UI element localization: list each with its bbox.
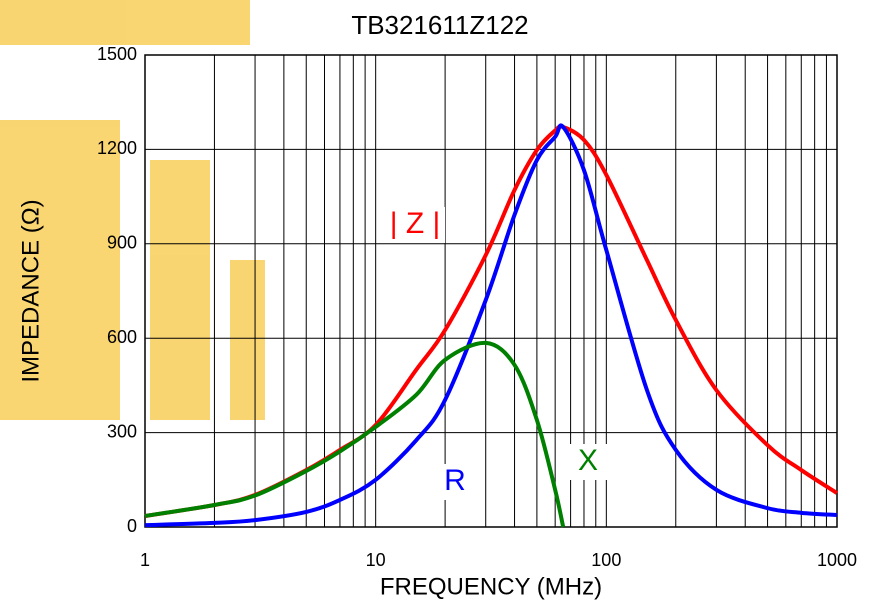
y-tick-label: 900 xyxy=(107,233,137,253)
watermark-bar xyxy=(150,160,210,420)
watermark-bar xyxy=(0,120,120,420)
y-axis-label: IMPEDANCE (Ω) xyxy=(17,199,44,382)
plot-frame xyxy=(144,54,838,528)
x-tick-label: 100 xyxy=(591,550,621,570)
y-tick-label: 1500 xyxy=(97,44,137,64)
watermark-bar xyxy=(230,260,265,420)
series-label: X xyxy=(578,444,598,477)
series-label: R xyxy=(444,464,466,497)
series-label: | Z | xyxy=(390,207,441,240)
chart-title: TB321611Z122 xyxy=(351,10,528,40)
series-label-bg xyxy=(425,464,485,500)
watermark-bar xyxy=(0,0,250,45)
y-tick-label: 1200 xyxy=(97,138,137,158)
y-tick-label: 300 xyxy=(107,421,137,441)
series-label-bg xyxy=(385,207,445,243)
x-tick-label: 10 xyxy=(366,550,386,570)
watermark xyxy=(0,0,265,420)
series-label-bg xyxy=(558,444,618,480)
x-axis-label: FREQUENCY (MHz) xyxy=(380,573,602,600)
y-tick-label: 0 xyxy=(127,516,137,536)
y-tick-label: 600 xyxy=(107,327,137,347)
x-tick-label: 1000 xyxy=(817,550,857,570)
series-line xyxy=(144,123,838,528)
series-line xyxy=(144,340,566,528)
x-tick-label: 1 xyxy=(140,550,150,570)
